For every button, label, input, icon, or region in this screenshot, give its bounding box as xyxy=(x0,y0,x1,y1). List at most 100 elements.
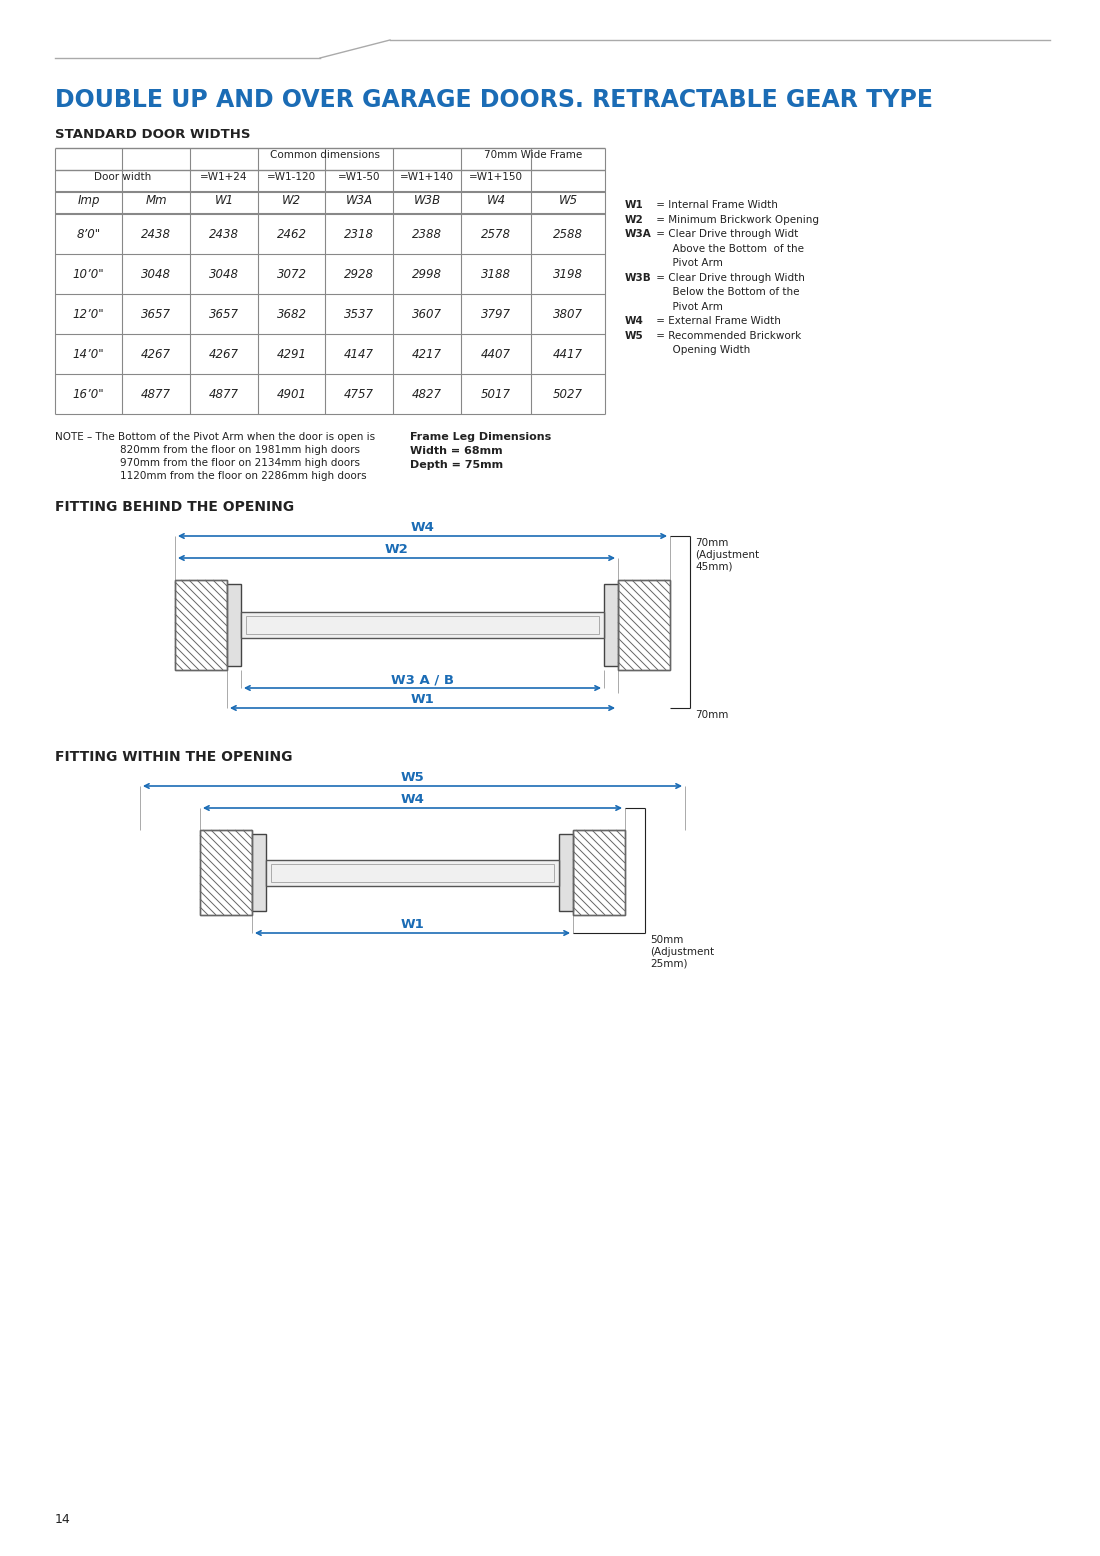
Text: =W1-120: =W1-120 xyxy=(267,173,316,182)
Text: 2578: 2578 xyxy=(481,227,512,241)
Bar xyxy=(175,580,227,671)
Text: FITTING BEHIND THE OPENING: FITTING BEHIND THE OPENING xyxy=(55,499,294,513)
Text: 3657: 3657 xyxy=(209,308,239,321)
Bar xyxy=(618,580,670,671)
Bar xyxy=(266,859,559,885)
Text: 3807: 3807 xyxy=(553,308,583,321)
Text: 70mm
(Adjustment
45mm): 70mm (Adjustment 45mm) xyxy=(695,538,759,571)
Text: Pivot Arm: Pivot Arm xyxy=(653,258,723,268)
Text: 1120mm from the floor on 2286mm high doors: 1120mm from the floor on 2286mm high doo… xyxy=(120,471,366,481)
Text: W4: W4 xyxy=(410,521,435,534)
Text: = Clear Drive through Widt: = Clear Drive through Widt xyxy=(653,229,799,240)
Text: W3B: W3B xyxy=(625,272,651,283)
Text: 3072: 3072 xyxy=(276,268,307,280)
Text: Frame: Frame xyxy=(461,616,497,630)
Text: Below the Bottom of the: Below the Bottom of the xyxy=(653,286,800,297)
Text: Mm: Mm xyxy=(145,194,167,207)
Text: 4407: 4407 xyxy=(481,347,512,361)
Text: 2318: 2318 xyxy=(344,227,374,241)
Text: NOTE – The Bottom of the Pivot Arm when the door is open is: NOTE – The Bottom of the Pivot Arm when … xyxy=(55,433,375,442)
Text: 2388: 2388 xyxy=(412,227,442,241)
Text: 2588: 2588 xyxy=(553,227,583,241)
Text: 4417: 4417 xyxy=(553,347,583,361)
Bar xyxy=(573,829,625,915)
Text: W4: W4 xyxy=(400,794,425,806)
Text: 70mm Wide Frame: 70mm Wide Frame xyxy=(484,149,582,160)
Text: =W1-50: =W1-50 xyxy=(338,173,381,182)
Text: Width = 68mm: Width = 68mm xyxy=(410,447,503,456)
Bar xyxy=(618,580,670,671)
Text: 3048: 3048 xyxy=(141,268,170,280)
Text: W2: W2 xyxy=(385,543,408,555)
Text: 16’0": 16’0" xyxy=(73,387,104,400)
Bar xyxy=(252,834,266,910)
Text: 4901: 4901 xyxy=(276,387,307,400)
Text: 3198: 3198 xyxy=(553,268,583,280)
Text: W1: W1 xyxy=(400,918,425,930)
Bar xyxy=(604,584,618,666)
Text: DOUBLE UP AND OVER GARAGE DOORS. RETRACTABLE GEAR TYPE: DOUBLE UP AND OVER GARAGE DOORS. RETRACT… xyxy=(55,89,933,112)
Text: 2928: 2928 xyxy=(344,268,374,280)
Text: W3A: W3A xyxy=(345,194,373,207)
Text: Depth = 75mm: Depth = 75mm xyxy=(410,461,503,470)
Bar xyxy=(175,580,227,671)
Text: = Minimum Brickwork Opening: = Minimum Brickwork Opening xyxy=(653,215,820,224)
Bar xyxy=(271,864,554,882)
Text: 2438: 2438 xyxy=(209,227,239,241)
Text: 3797: 3797 xyxy=(481,308,512,321)
Text: W5: W5 xyxy=(625,330,644,341)
Text: FITTING WITHIN THE OPENING: FITTING WITHIN THE OPENING xyxy=(55,750,293,764)
Text: = Clear Drive through Width: = Clear Drive through Width xyxy=(653,272,805,283)
Text: 2462: 2462 xyxy=(276,227,307,241)
Text: W4: W4 xyxy=(486,194,506,207)
Text: W5: W5 xyxy=(400,772,425,784)
Bar xyxy=(246,616,600,633)
Text: 14’0": 14’0" xyxy=(73,347,104,361)
Text: 4291: 4291 xyxy=(276,347,307,361)
Text: = External Frame Width: = External Frame Width xyxy=(653,316,781,327)
Text: W3A: W3A xyxy=(625,229,651,240)
Text: 4827: 4827 xyxy=(412,387,442,400)
Text: W3 A / B: W3 A / B xyxy=(390,674,454,686)
Bar xyxy=(200,829,252,915)
Text: 4147: 4147 xyxy=(344,347,374,361)
Text: W2: W2 xyxy=(625,215,644,224)
Text: 3607: 3607 xyxy=(412,308,442,321)
Bar xyxy=(200,829,252,915)
Text: Door width: Door width xyxy=(94,173,151,182)
Text: W1: W1 xyxy=(410,692,435,706)
Text: W2: W2 xyxy=(282,194,301,207)
Text: 820mm from the floor on 1981mm high doors: 820mm from the floor on 1981mm high door… xyxy=(120,445,360,454)
Bar xyxy=(227,584,241,666)
Text: 8’0": 8’0" xyxy=(76,227,100,241)
Text: Above the Bottom  of the: Above the Bottom of the xyxy=(653,243,804,254)
Text: STANDARD DOOR WIDTHS: STANDARD DOOR WIDTHS xyxy=(55,128,251,142)
Text: 4757: 4757 xyxy=(344,387,374,400)
Text: W1: W1 xyxy=(214,194,233,207)
Bar xyxy=(559,834,573,910)
Text: 4267: 4267 xyxy=(141,347,170,361)
Text: Pivot Arm: Pivot Arm xyxy=(653,302,723,311)
Text: Frame Leg Dimensions: Frame Leg Dimensions xyxy=(410,433,551,442)
Text: W4: W4 xyxy=(625,316,644,327)
Text: 14: 14 xyxy=(55,1512,70,1526)
Text: W5: W5 xyxy=(559,194,578,207)
Text: 3657: 3657 xyxy=(141,308,170,321)
Text: 70mm: 70mm xyxy=(695,710,728,720)
Text: 5017: 5017 xyxy=(481,387,512,400)
Text: W3B: W3B xyxy=(414,194,441,207)
Bar xyxy=(241,612,604,638)
Text: =W1+140: =W1+140 xyxy=(400,173,454,182)
Text: 4217: 4217 xyxy=(412,347,442,361)
Text: 3188: 3188 xyxy=(481,268,512,280)
Text: 5027: 5027 xyxy=(553,387,583,400)
Text: 4877: 4877 xyxy=(141,387,170,400)
Text: =W1+24: =W1+24 xyxy=(200,173,248,182)
Text: Common dimensions: Common dimensions xyxy=(271,149,381,160)
Text: 50mm
(Adjustment
25mm): 50mm (Adjustment 25mm) xyxy=(650,935,714,968)
Text: 4877: 4877 xyxy=(209,387,239,400)
Text: Opening Width: Opening Width xyxy=(653,345,750,355)
Text: 3048: 3048 xyxy=(209,268,239,280)
Text: W1: W1 xyxy=(625,201,644,210)
Bar xyxy=(573,829,625,915)
